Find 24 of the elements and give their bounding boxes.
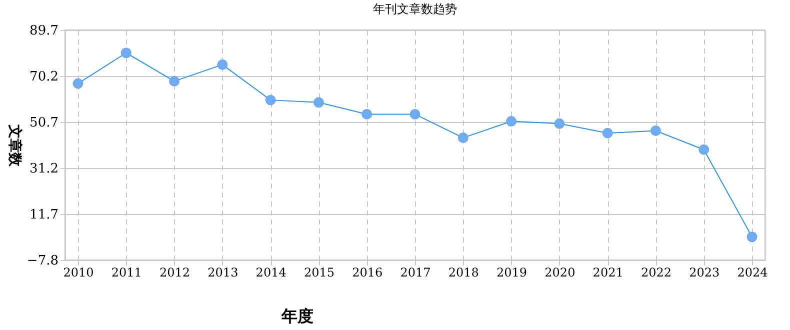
- y-axis-title: 文章数: [6, 124, 24, 168]
- x-axis-title: 年度: [280, 306, 314, 326]
- y-tick-label: 11.7: [30, 208, 58, 222]
- y-tick-label: 50.7: [30, 116, 58, 130]
- x-tick-label: 2020: [544, 266, 576, 280]
- y-tick-label: 70.2: [30, 70, 58, 84]
- x-tick-label: 2024: [737, 266, 768, 280]
- y-tick-label: 31.2: [30, 162, 58, 176]
- x-tick-label: 2023: [689, 266, 720, 280]
- x-tick-label: 2010: [63, 266, 94, 280]
- chart-title: 年刊文章数趋势: [373, 2, 457, 16]
- y-tick-label: −7.8: [26, 254, 58, 268]
- x-tick-label: 2011: [111, 266, 142, 280]
- y-tick-label: 89.7: [30, 24, 58, 38]
- x-tick-label: 2016: [352, 266, 383, 280]
- x-tick-label: 2012: [160, 266, 190, 280]
- x-tick-label: 2014: [256, 266, 287, 280]
- x-tick-label: 2021: [592, 266, 624, 280]
- x-tick-label: 2022: [640, 266, 672, 280]
- x-tick-label: 2017: [400, 266, 431, 280]
- x-tick-label: 2019: [496, 266, 528, 280]
- x-tick-label: 2015: [304, 266, 334, 280]
- x-tick-label: 2018: [448, 266, 479, 280]
- x-tick-label: 2013: [208, 266, 238, 280]
